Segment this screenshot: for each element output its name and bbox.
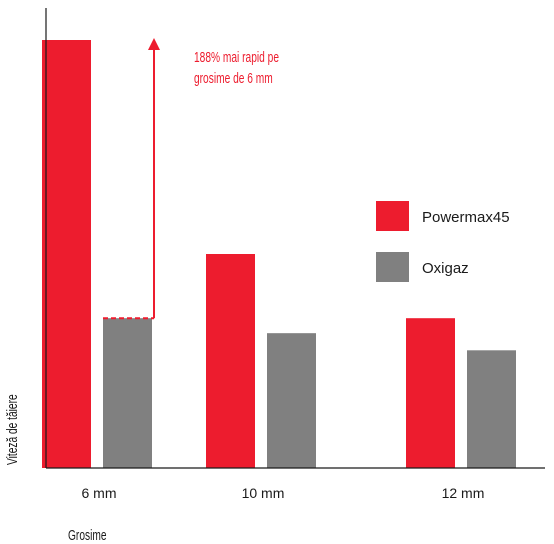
bar-oxigaz-10-mm [267, 333, 316, 468]
bar-powermax45-10-mm [206, 254, 255, 468]
legend-label-oxigaz: Oxigaz [422, 260, 469, 277]
annotation-arrow-head [148, 38, 160, 50]
legend-swatch-oxigaz [376, 252, 409, 282]
legend-swatch-powermax45 [376, 201, 409, 231]
x-axis-title: Grosime [68, 527, 107, 543]
annotation-group: 188% mai rapid pe grosime de 6 mm [103, 38, 279, 320]
bar-oxigaz-6-mm [103, 318, 152, 468]
bar-oxigaz-12-mm [467, 350, 516, 468]
y-axis-title: Viteză de tăiere [4, 394, 20, 465]
legend: Powermax45 Oxigaz [376, 201, 510, 282]
x-tick-label-12-mm: 12 mm [442, 485, 485, 501]
bars-group [42, 40, 516, 468]
x-tick-label-10-mm: 10 mm [242, 485, 285, 501]
bar-powermax45-12-mm [406, 318, 455, 468]
legend-label-powermax45: Powermax45 [422, 209, 510, 226]
x-tick-label-6-mm: 6 mm [82, 485, 117, 501]
bar-powermax45-6-mm [42, 40, 91, 468]
annotation-text-line-1: 188% mai rapid pe [194, 49, 279, 65]
x-tick-labels: 6 mm 10 mm 12 mm [82, 485, 485, 501]
annotation-text-line-2: grosime de 6 mm [194, 70, 273, 86]
